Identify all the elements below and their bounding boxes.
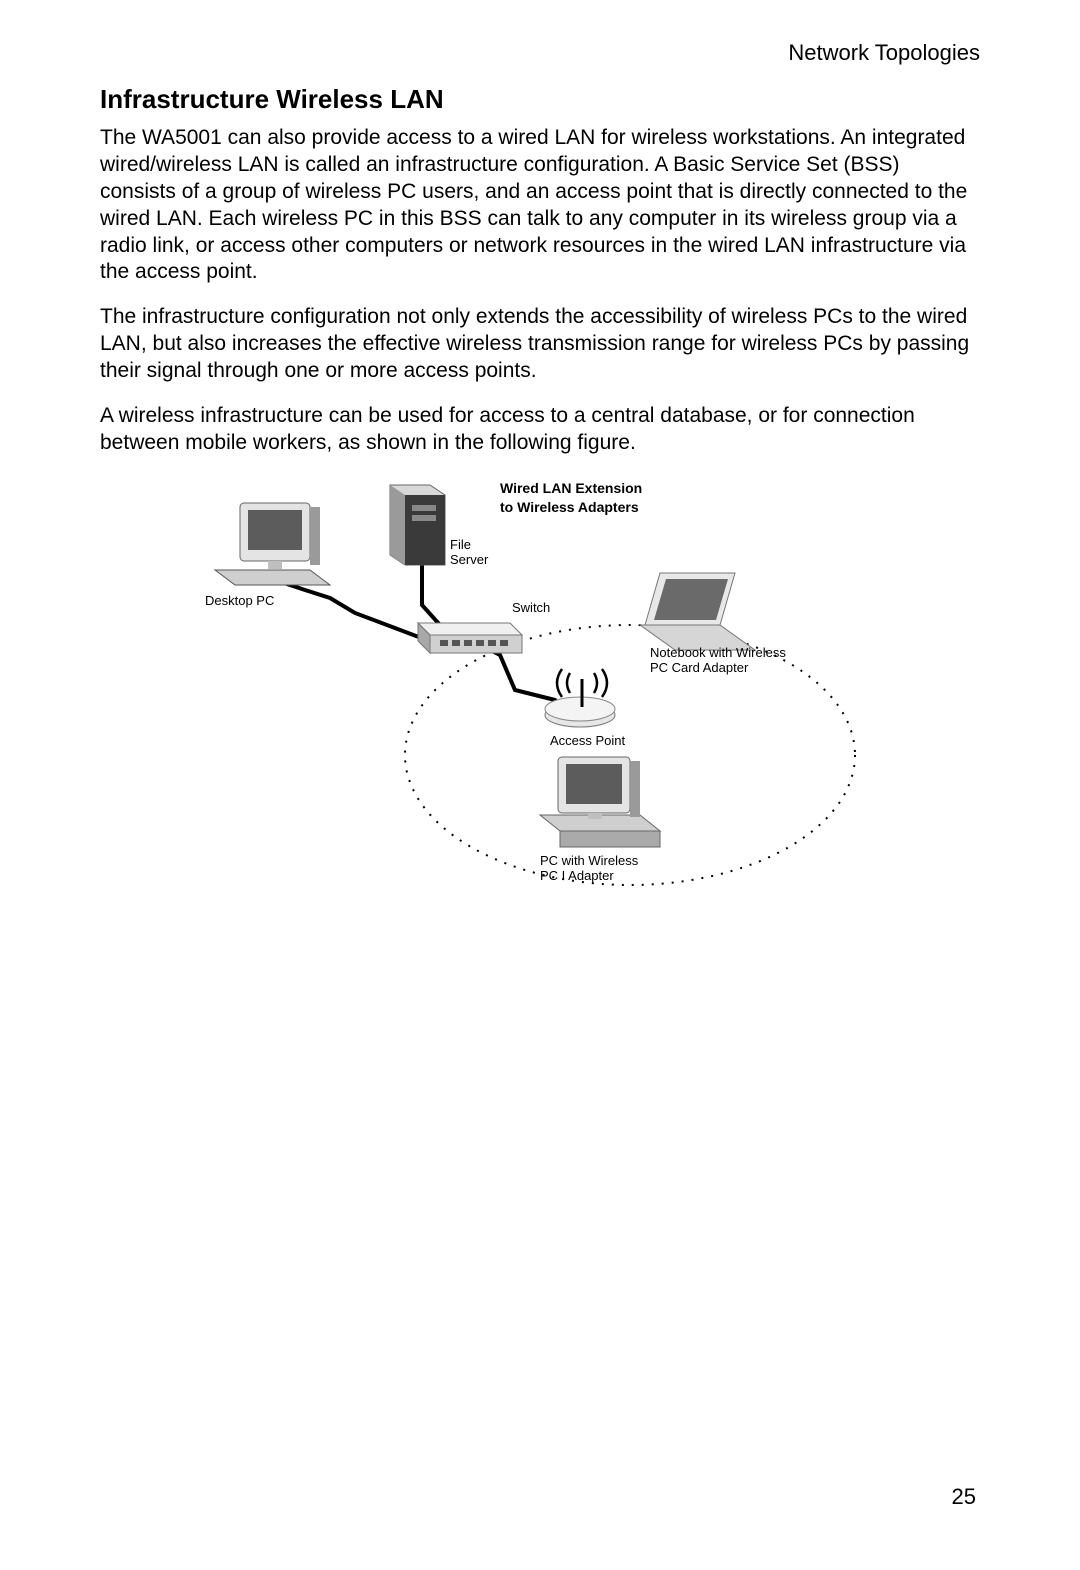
label-pci-pc: PC with Wireless PC I Adapter [540,853,638,884]
label-desktop: Desktop PC [205,593,274,609]
access-point-icon [545,669,615,727]
pci-pc-icon [540,757,660,847]
switch-icon [418,623,522,653]
paragraph-1: The WA5001 can also provide access to a … [100,125,980,286]
file-server-icon [390,485,445,565]
label-fileserver: File Server [450,537,488,568]
notebook-icon [640,573,755,650]
section-title: Infrastructure Wireless LAN [100,84,980,115]
paragraph-2: The infrastructure configuration not onl… [100,304,980,385]
network-diagram: Wired LAN Extension to Wireless Adapters [160,475,920,895]
label-access-point: Access Point [550,733,625,749]
figure-title-line2: to Wireless Adapters [500,498,642,517]
label-notebook: Notebook with Wireless PC Card Adapter [650,645,786,676]
chapter-header: Network Topologies [100,40,980,66]
figure-title-line1: Wired LAN Extension [500,479,642,498]
page-number: 25 [952,1484,976,1510]
desktop-pc-icon [215,503,330,585]
page: Network Topologies Infrastructure Wirele… [0,0,1080,1570]
label-switch: Switch [512,600,550,616]
diagram-svg [160,475,920,895]
figure-title: Wired LAN Extension to Wireless Adapters [500,479,642,517]
paragraph-3: A wireless infrastructure can be used fo… [100,403,980,457]
